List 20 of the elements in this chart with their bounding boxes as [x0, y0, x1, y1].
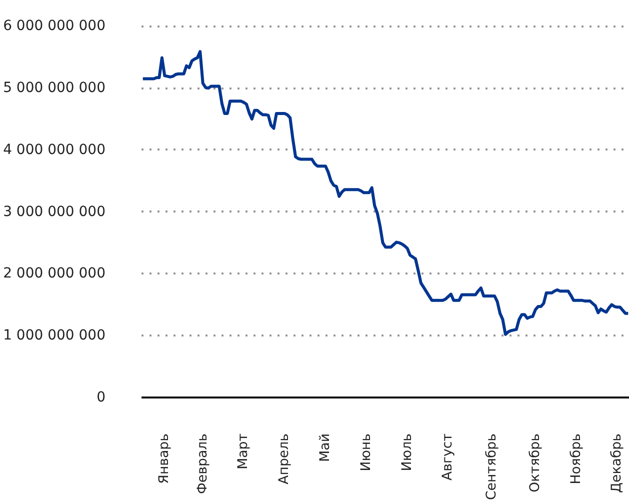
y-tick-label: 0	[96, 390, 106, 406]
y-tick-label: 2 000 000 000	[3, 266, 106, 282]
y-tick-label: 5 000 000 000	[3, 80, 106, 96]
x-tick-label: Июнь	[358, 433, 374, 472]
x-tick-label: Август	[440, 433, 456, 480]
x-tick-label: Май	[318, 433, 334, 462]
x-tick-label: Октябрь	[528, 433, 543, 492]
x-tick-label: Апрель	[277, 433, 292, 484]
x-tick-label: Март	[236, 433, 252, 470]
y-tick-label: 3 000 000 000	[3, 204, 106, 220]
y-tick-label: 6 000 000 000	[3, 18, 106, 34]
x-tick-label: Ноябрь	[568, 433, 584, 484]
line-series	[142, 50, 629, 336]
x-tick-label: Июль	[400, 433, 415, 472]
x-tick-label: Сентябрь	[484, 433, 500, 500]
x-tick-label: Январь	[157, 433, 172, 484]
x-tick-label: Февраль	[195, 433, 210, 494]
x-tick-label: Декабрь	[610, 433, 625, 493]
y-tick-label: 4 000 000 000	[3, 142, 106, 158]
y-tick-label: 1 000 000 000	[3, 328, 106, 344]
